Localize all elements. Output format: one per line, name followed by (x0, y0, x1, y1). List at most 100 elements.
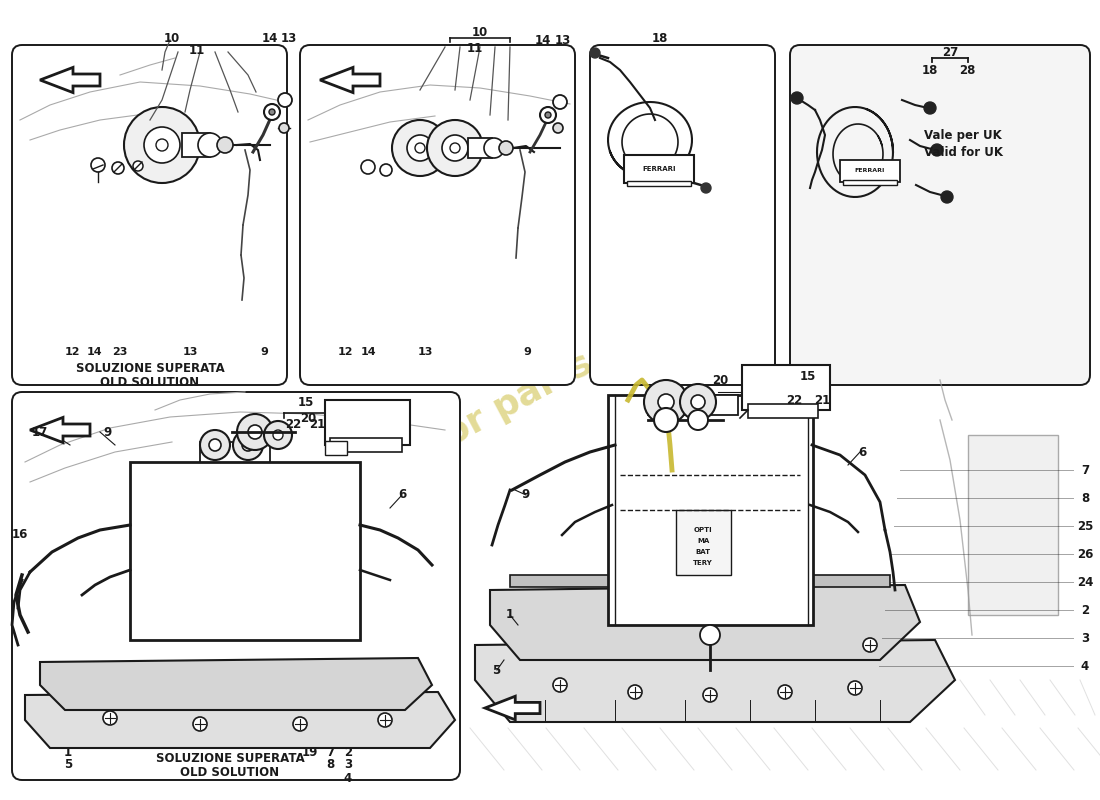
Circle shape (198, 133, 222, 157)
Text: 5: 5 (64, 758, 73, 771)
Text: 9: 9 (521, 489, 530, 502)
Text: 14: 14 (535, 34, 551, 46)
Text: 19: 19 (301, 746, 318, 758)
Polygon shape (40, 67, 100, 93)
Circle shape (415, 143, 425, 153)
Circle shape (484, 138, 504, 158)
Bar (968, 435, 1058, 615)
Circle shape (658, 394, 674, 410)
Circle shape (192, 717, 207, 731)
Circle shape (248, 425, 262, 439)
Polygon shape (30, 418, 90, 442)
Text: 2: 2 (1081, 603, 1089, 617)
Text: BAT: BAT (695, 549, 711, 555)
Circle shape (590, 48, 600, 58)
Bar (648, 395, 738, 415)
Circle shape (156, 139, 168, 151)
Circle shape (864, 638, 877, 652)
Bar (676, 510, 732, 575)
Text: 9: 9 (260, 347, 268, 357)
Circle shape (553, 95, 566, 109)
Circle shape (544, 112, 551, 118)
Circle shape (270, 109, 275, 115)
Text: 20: 20 (712, 374, 728, 386)
Text: 14: 14 (262, 31, 278, 45)
Circle shape (553, 678, 566, 692)
Circle shape (293, 717, 307, 731)
Text: 13: 13 (417, 347, 432, 357)
Circle shape (236, 414, 273, 450)
Text: 13: 13 (554, 34, 571, 46)
Text: FERRARI: FERRARI (642, 166, 675, 172)
Bar (468, 138, 492, 158)
Bar (130, 462, 360, 640)
Circle shape (392, 120, 448, 176)
Bar (840, 160, 900, 182)
Polygon shape (485, 696, 540, 720)
Bar (200, 442, 270, 462)
FancyBboxPatch shape (12, 45, 287, 385)
Text: 13: 13 (183, 347, 198, 357)
Text: 12: 12 (64, 347, 79, 357)
Circle shape (700, 625, 720, 645)
Text: 11: 11 (466, 42, 483, 54)
Text: 7: 7 (1081, 463, 1089, 477)
Text: 17: 17 (32, 426, 48, 438)
Circle shape (200, 430, 230, 460)
Circle shape (540, 107, 556, 123)
Circle shape (680, 384, 716, 420)
Circle shape (273, 430, 283, 440)
Text: 9: 9 (524, 347, 531, 357)
Text: 15: 15 (298, 397, 315, 410)
Text: OLD SOLUTION: OLD SOLUTION (100, 375, 199, 389)
Circle shape (133, 161, 143, 171)
Text: 1: 1 (64, 746, 73, 758)
Circle shape (407, 135, 433, 161)
Bar (182, 133, 210, 157)
FancyBboxPatch shape (790, 45, 1090, 385)
Polygon shape (475, 640, 955, 722)
Text: 7: 7 (326, 746, 334, 758)
Bar (627, 181, 691, 186)
Text: SOLUZIONE SUPERATA: SOLUZIONE SUPERATA (155, 751, 305, 765)
Circle shape (688, 410, 708, 430)
Text: 26: 26 (1077, 547, 1093, 561)
Text: 14: 14 (360, 347, 376, 357)
Circle shape (379, 164, 392, 176)
Circle shape (278, 93, 292, 107)
Polygon shape (490, 585, 920, 660)
Text: 21: 21 (309, 418, 326, 431)
Text: 23: 23 (112, 347, 128, 357)
Bar (324, 400, 410, 445)
Circle shape (144, 127, 180, 163)
Circle shape (553, 123, 563, 133)
Text: passion for parts.com: passion for parts.com (276, 301, 684, 539)
Circle shape (791, 92, 803, 104)
Circle shape (124, 107, 200, 183)
Circle shape (924, 102, 936, 114)
Text: 6: 6 (398, 489, 406, 502)
Text: 3: 3 (1081, 631, 1089, 645)
Circle shape (848, 681, 862, 695)
Bar (608, 395, 813, 625)
Text: 15: 15 (800, 370, 816, 383)
Circle shape (703, 688, 717, 702)
Text: 27: 27 (942, 46, 958, 59)
Circle shape (644, 380, 688, 424)
Text: 22: 22 (785, 394, 802, 406)
Text: 3: 3 (344, 758, 352, 771)
Polygon shape (320, 67, 379, 93)
Polygon shape (40, 658, 432, 710)
Text: 16: 16 (12, 529, 29, 542)
Circle shape (628, 685, 642, 699)
Text: 2: 2 (344, 746, 352, 758)
Text: 14: 14 (87, 347, 102, 357)
Circle shape (209, 439, 221, 451)
Circle shape (217, 137, 233, 153)
Text: 22: 22 (285, 418, 301, 431)
Bar (843, 180, 896, 185)
Text: 5: 5 (492, 663, 500, 677)
Circle shape (691, 395, 705, 409)
Text: 8: 8 (1081, 491, 1089, 505)
Circle shape (701, 183, 711, 193)
